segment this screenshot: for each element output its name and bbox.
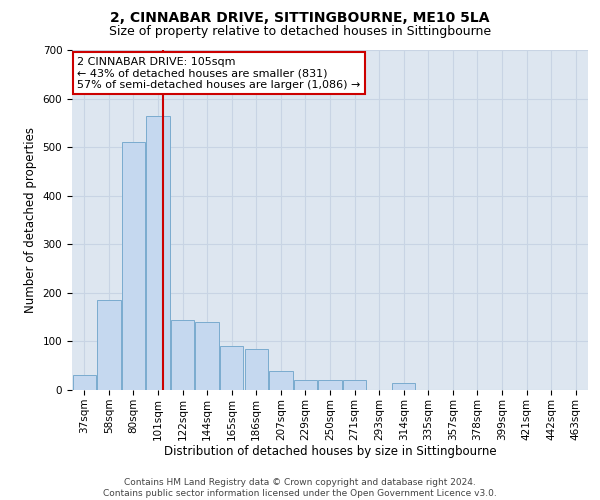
Y-axis label: Number of detached properties: Number of detached properties	[24, 127, 37, 313]
Bar	[294, 380, 317, 390]
Bar	[73, 376, 96, 390]
Bar	[220, 346, 244, 390]
Bar	[392, 382, 415, 390]
Text: 2, CINNABAR DRIVE, SITTINGBOURNE, ME10 5LA: 2, CINNABAR DRIVE, SITTINGBOURNE, ME10 5…	[110, 11, 490, 25]
Bar	[171, 320, 194, 390]
X-axis label: Distribution of detached houses by size in Sittingbourne: Distribution of detached houses by size …	[164, 446, 496, 458]
Bar	[146, 116, 170, 390]
Bar	[343, 380, 366, 390]
Bar	[245, 348, 268, 390]
Bar	[269, 370, 293, 390]
Bar	[97, 300, 121, 390]
Text: Size of property relative to detached houses in Sittingbourne: Size of property relative to detached ho…	[109, 25, 491, 38]
Text: Contains HM Land Registry data © Crown copyright and database right 2024.
Contai: Contains HM Land Registry data © Crown c…	[103, 478, 497, 498]
Bar	[122, 142, 145, 390]
Bar	[196, 322, 219, 390]
Text: 2 CINNABAR DRIVE: 105sqm
← 43% of detached houses are smaller (831)
57% of semi-: 2 CINNABAR DRIVE: 105sqm ← 43% of detach…	[77, 57, 361, 90]
Bar	[319, 380, 341, 390]
